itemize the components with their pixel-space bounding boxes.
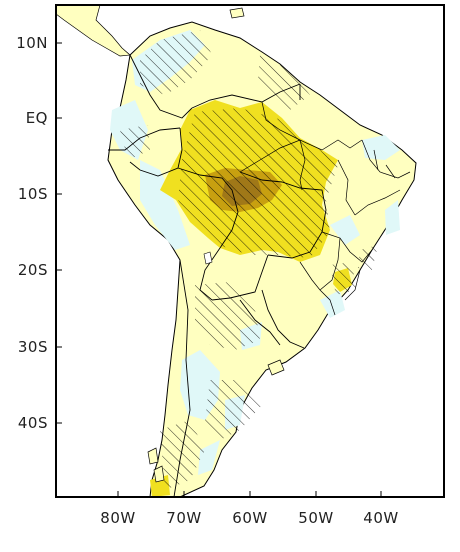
islands xyxy=(147,7,285,483)
lat-tick: 10S xyxy=(18,185,62,203)
lon-tick: 70W xyxy=(166,491,201,527)
lon-tick: 50W xyxy=(298,491,333,527)
lon-tick-label: 70W xyxy=(166,509,201,527)
lat-tick: 20S xyxy=(18,261,62,279)
longitude-axis: 80W 70W 60W 50W 40W xyxy=(100,491,398,527)
lat-tick-label: EQ xyxy=(26,109,48,127)
lon-tick-label: 60W xyxy=(232,509,267,527)
lat-tick: 40S xyxy=(18,414,62,432)
country-boundaries xyxy=(108,54,327,497)
lat-tick-label: 20S xyxy=(18,261,48,279)
lon-tick: 80W xyxy=(100,491,135,527)
lon-tick: 40W xyxy=(363,491,398,527)
lon-tick: 60W xyxy=(232,491,267,527)
lat-tick-label: 30S xyxy=(18,338,48,356)
latitude-axis: 10N EQ 10S 20S 30S 40S xyxy=(16,34,62,432)
hatched-significance-areas xyxy=(120,30,378,490)
lat-tick-label: 10N xyxy=(16,34,48,52)
lon-tick-label: 50W xyxy=(298,509,333,527)
lat-tick: EQ xyxy=(26,109,62,127)
lon-tick-label: 40W xyxy=(363,509,398,527)
lon-tick-label: 80W xyxy=(100,509,135,527)
map-plot-area xyxy=(56,5,444,497)
central-america-landmass xyxy=(56,5,131,57)
state-boundaries xyxy=(239,101,411,316)
lat-tick-label: 10S xyxy=(18,185,48,203)
lake-titicaca xyxy=(203,251,213,265)
lat-tick-label: 40S xyxy=(18,414,48,432)
lat-tick: 10N xyxy=(16,34,62,52)
lat-tick: 30S xyxy=(18,338,62,356)
